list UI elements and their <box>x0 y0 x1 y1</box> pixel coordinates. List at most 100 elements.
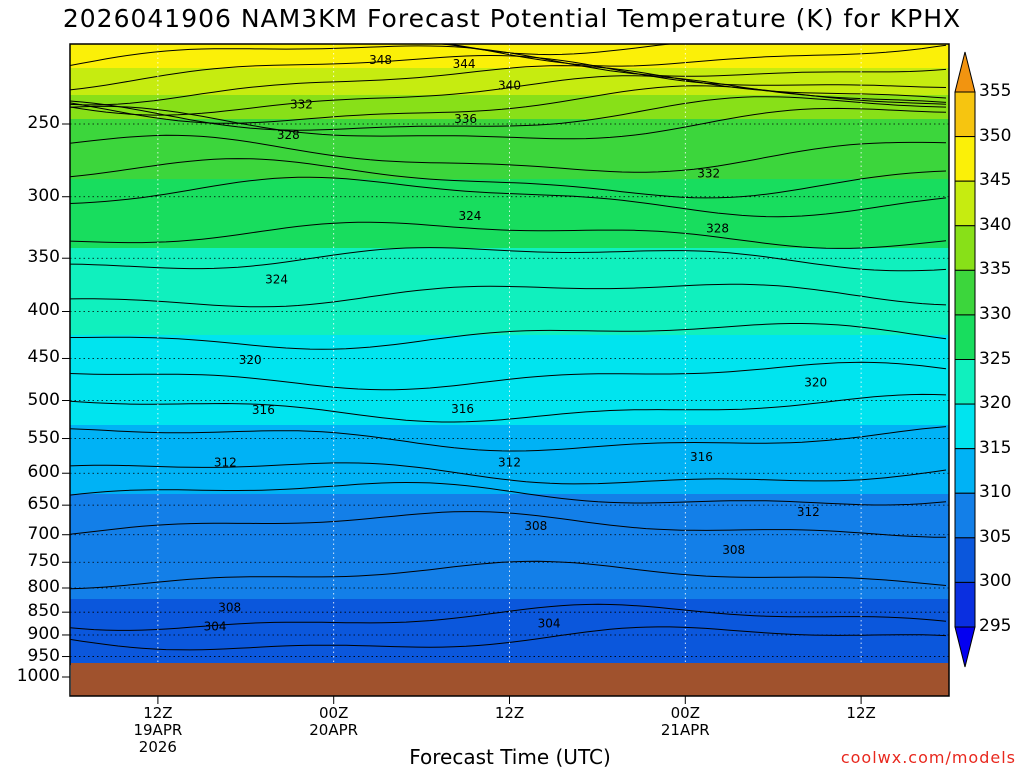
shade-band <box>70 176 949 180</box>
colorbar-arrow-bottom <box>954 626 976 668</box>
colorbar-label: 315 <box>979 437 1012 458</box>
shade-band <box>70 512 949 516</box>
shade-band <box>70 431 949 435</box>
y-tick-label: 850 <box>27 601 60 622</box>
shade-band <box>70 356 949 360</box>
contour-label: 316 <box>690 450 713 464</box>
contour-line <box>69 158 947 199</box>
shade-band <box>70 395 949 399</box>
shade-band <box>70 104 949 108</box>
shade-band <box>70 323 949 327</box>
contour-label: 304 <box>538 617 561 631</box>
shade-band <box>70 71 949 75</box>
contour-line <box>69 283 947 308</box>
shade-band <box>70 170 949 174</box>
y-tick-label: 350 <box>27 247 60 268</box>
contour-label: 328 <box>706 222 729 236</box>
contour-line <box>69 462 947 485</box>
shade-band <box>70 575 949 579</box>
y-tick-label: 450 <box>27 347 60 368</box>
contour-line <box>69 65 947 106</box>
shade-band <box>70 386 949 390</box>
shade-band <box>70 554 949 558</box>
shade-band <box>70 143 949 147</box>
shade-band <box>70 95 949 99</box>
shade-band <box>70 167 949 171</box>
colorbar-box <box>954 180 976 227</box>
shade-band <box>70 629 949 633</box>
shade-band <box>70 188 949 192</box>
shade-band <box>70 410 949 414</box>
shade-band <box>70 644 949 648</box>
contour-line <box>69 221 947 249</box>
y-tick-label: 500 <box>27 389 60 410</box>
shade-band <box>70 428 949 432</box>
shade-band <box>70 260 949 264</box>
contour-line <box>69 511 947 538</box>
colorbar-label: 305 <box>979 526 1012 547</box>
shade-band <box>70 527 949 531</box>
shade-band <box>70 206 949 210</box>
shade-band <box>70 233 949 237</box>
shade-band <box>70 44 949 48</box>
shade-band <box>70 287 949 291</box>
shade-band <box>70 656 949 660</box>
shade-band <box>70 350 949 354</box>
shade-band <box>70 518 949 522</box>
shade-band <box>70 302 949 306</box>
colorbar-label: 330 <box>979 303 1012 324</box>
contour-line <box>69 54 947 91</box>
shade-band <box>70 251 949 255</box>
colorbar-label: 325 <box>979 348 1012 369</box>
colorbar-box <box>954 403 976 450</box>
colorbar-label: 335 <box>979 259 1012 280</box>
shade-band <box>70 179 949 183</box>
shade-band <box>70 392 949 396</box>
contour-line <box>69 361 947 391</box>
shade-band <box>70 401 949 405</box>
shade-band <box>70 626 949 630</box>
colorbar-label: 345 <box>979 170 1012 191</box>
shade-band <box>70 224 949 228</box>
chart-title: 2026041906 NAM3KM Forecast Potential Tem… <box>62 4 962 33</box>
contour-line <box>69 560 947 590</box>
shade-band <box>70 314 949 318</box>
shade-band <box>70 539 949 543</box>
contour-line <box>69 75 947 116</box>
contour-line <box>69 426 947 452</box>
colorbar <box>954 51 976 668</box>
shade-band <box>70 131 949 135</box>
shade-band <box>70 293 949 297</box>
shade-band <box>70 359 949 363</box>
contour-line <box>69 481 947 506</box>
shade-band <box>70 89 949 93</box>
shade-band <box>70 122 949 126</box>
shade-band <box>70 347 949 351</box>
y-tick-label: 700 <box>27 523 60 544</box>
shade-band <box>70 509 949 513</box>
shade-band <box>70 413 949 417</box>
shade-band <box>70 548 949 552</box>
colorbar-label: 300 <box>979 571 1012 592</box>
shade-band <box>70 125 949 129</box>
shade-band <box>70 572 949 576</box>
shade-band <box>70 80 949 84</box>
contour-label: 336 <box>454 112 477 126</box>
contour-label: 316 <box>451 402 474 416</box>
contour-label: 308 <box>524 519 547 533</box>
credit-link[interactable]: coolwx.com/models <box>840 748 1016 767</box>
shade-band <box>70 557 949 561</box>
shade-band <box>70 329 949 333</box>
shade-band <box>70 275 949 279</box>
shade-band <box>70 503 949 507</box>
contour-label: 312 <box>797 505 820 519</box>
shade-band <box>70 446 949 450</box>
contour-line <box>69 247 947 272</box>
shade-band <box>70 485 949 489</box>
contour-label: 332 <box>697 166 720 180</box>
contour-labels: 348 344 340 336 332 328 332 328 324 324 320 320 316 3… <box>204 53 828 633</box>
contour-label: 308 <box>218 600 241 614</box>
contour-label: 340 <box>498 79 521 93</box>
y-tick-label: 800 <box>27 576 60 597</box>
shade-band <box>70 647 949 651</box>
